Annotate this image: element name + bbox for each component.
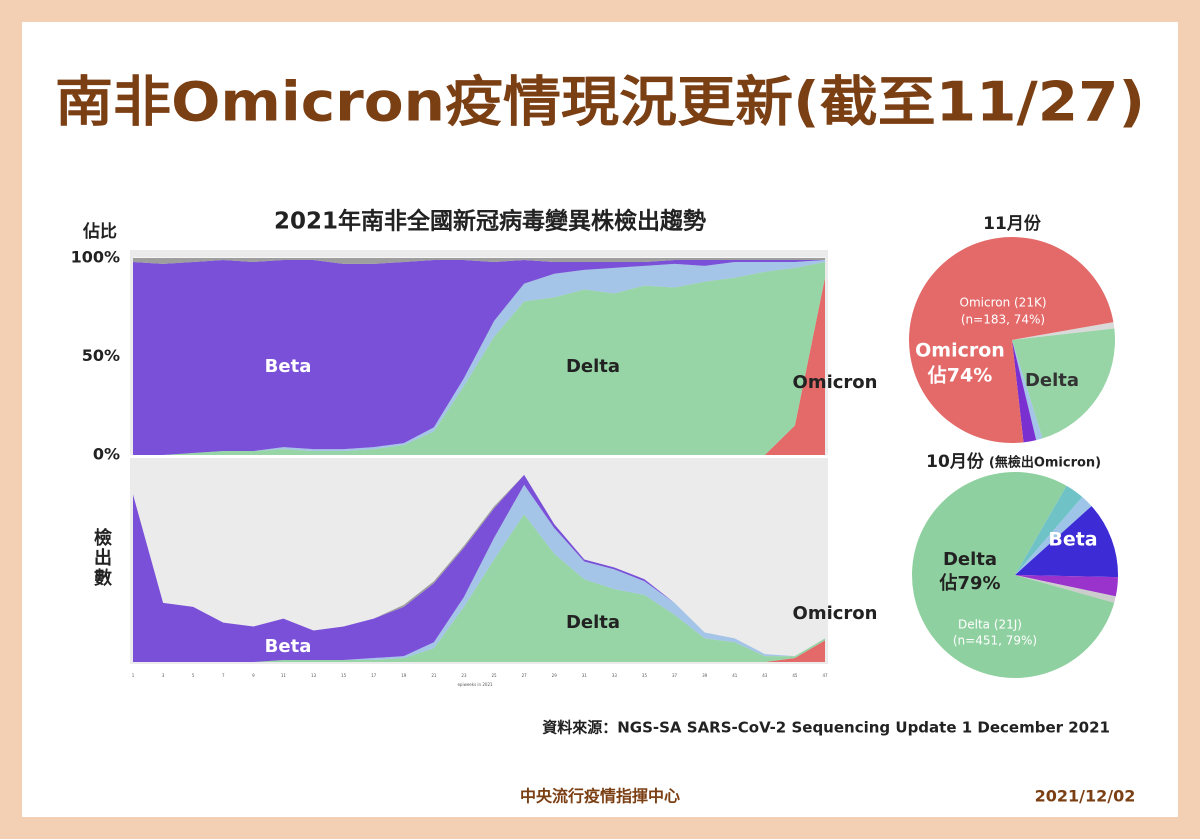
pie-slice bbox=[908, 237, 1114, 443]
area-layer bbox=[133, 258, 825, 264]
x-tick-label: 5 bbox=[192, 673, 195, 678]
slice-label: Delta bbox=[943, 549, 997, 570]
series-label: Delta bbox=[566, 612, 620, 633]
x-tick-label: 29 bbox=[552, 673, 558, 678]
x-axis-label: epiweeks in 2021 bbox=[457, 682, 493, 687]
x-tick-label: 39 bbox=[702, 673, 708, 678]
x-tick-label: 45 bbox=[792, 673, 798, 678]
area-layer bbox=[133, 514, 825, 662]
series-label: Beta bbox=[265, 636, 312, 657]
pie-slice bbox=[911, 471, 1115, 678]
y-axis-label: 佔比 bbox=[82, 221, 117, 242]
source-note: 資料來源：NGS-SA SARS-CoV-2 Sequencing Update… bbox=[542, 719, 1110, 737]
series-label: Delta bbox=[566, 356, 620, 377]
x-tick-label: 35 bbox=[642, 673, 648, 678]
slice-label: Beta bbox=[1048, 529, 1097, 551]
chart-title: 2021年南非全國新冠病毒變異株檢出趨勢 bbox=[274, 208, 706, 235]
x-tick-label: 27 bbox=[522, 673, 528, 678]
pie-annotation: (n=451, 79%) bbox=[953, 634, 1037, 648]
x-tick-label: 43 bbox=[762, 673, 768, 678]
pie-annotation: Omicron (21K) bbox=[960, 296, 1047, 310]
date: 2021/12/02 bbox=[1035, 787, 1136, 806]
pie-slice bbox=[1015, 575, 1118, 597]
pie-slice bbox=[1012, 340, 1043, 441]
area-layer bbox=[133, 474, 825, 662]
pie-slice bbox=[1012, 340, 1037, 443]
x-tick-label: 17 bbox=[371, 673, 377, 678]
x-tick-label: 25 bbox=[491, 673, 497, 678]
x-tick-label: 21 bbox=[431, 673, 437, 678]
slice-value-label: 佔74% bbox=[927, 364, 992, 387]
pie-subtitle: (無檢出Omicron) bbox=[989, 455, 1101, 471]
slice-label: Omicron bbox=[915, 340, 1005, 362]
pie-slice bbox=[1015, 497, 1092, 575]
area-layer bbox=[133, 484, 825, 662]
pie-annotation: (n=183, 74%) bbox=[961, 313, 1045, 327]
x-tick-label: 31 bbox=[582, 673, 588, 678]
x-tick-label: 9 bbox=[252, 673, 255, 678]
x-tick-label: 41 bbox=[732, 673, 738, 678]
area-layer bbox=[133, 259, 825, 455]
x-tick-label: 7 bbox=[222, 673, 225, 678]
slice-label: Delta bbox=[1025, 370, 1079, 391]
area-layer bbox=[133, 261, 825, 455]
pie-slice bbox=[1015, 485, 1083, 575]
x-tick-label: 23 bbox=[461, 673, 467, 678]
y-tick-label: 50% bbox=[82, 346, 120, 365]
pie-title: 10月份 bbox=[926, 451, 985, 472]
pie-slice bbox=[1015, 575, 1116, 603]
pie-slice bbox=[1015, 506, 1118, 578]
pie-slice bbox=[1012, 322, 1115, 340]
series-label: Omicron bbox=[793, 603, 878, 624]
pie-slice bbox=[1012, 328, 1116, 439]
y-tick-label: 0% bbox=[93, 445, 120, 464]
x-tick-label: 19 bbox=[401, 673, 407, 678]
series-label: Beta bbox=[265, 356, 312, 377]
x-tick-label: 33 bbox=[612, 673, 618, 678]
area-layer bbox=[133, 259, 825, 455]
x-tick-label: 1 bbox=[132, 673, 135, 678]
y-axis-label: 檢出數 bbox=[91, 528, 112, 588]
footer: 中央流行疫情指揮中心 bbox=[520, 787, 680, 806]
x-tick-label: 11 bbox=[281, 673, 287, 678]
y-tick-label: 100% bbox=[71, 248, 120, 267]
page-title: 南非Omicron疫情現況更新(截至11/27) bbox=[55, 71, 1145, 134]
slice-value-label: 佔79% bbox=[938, 572, 1000, 594]
x-tick-label: 47 bbox=[822, 673, 828, 678]
x-tick-label: 13 bbox=[311, 673, 317, 678]
x-tick-label: 37 bbox=[672, 673, 678, 678]
pie-annotation: Delta (21J) bbox=[958, 618, 1022, 632]
x-tick-label: 3 bbox=[162, 673, 165, 678]
pie-title: 11月份 bbox=[983, 213, 1042, 234]
x-tick-label: 15 bbox=[341, 673, 347, 678]
series-label: Omicron bbox=[793, 372, 878, 393]
